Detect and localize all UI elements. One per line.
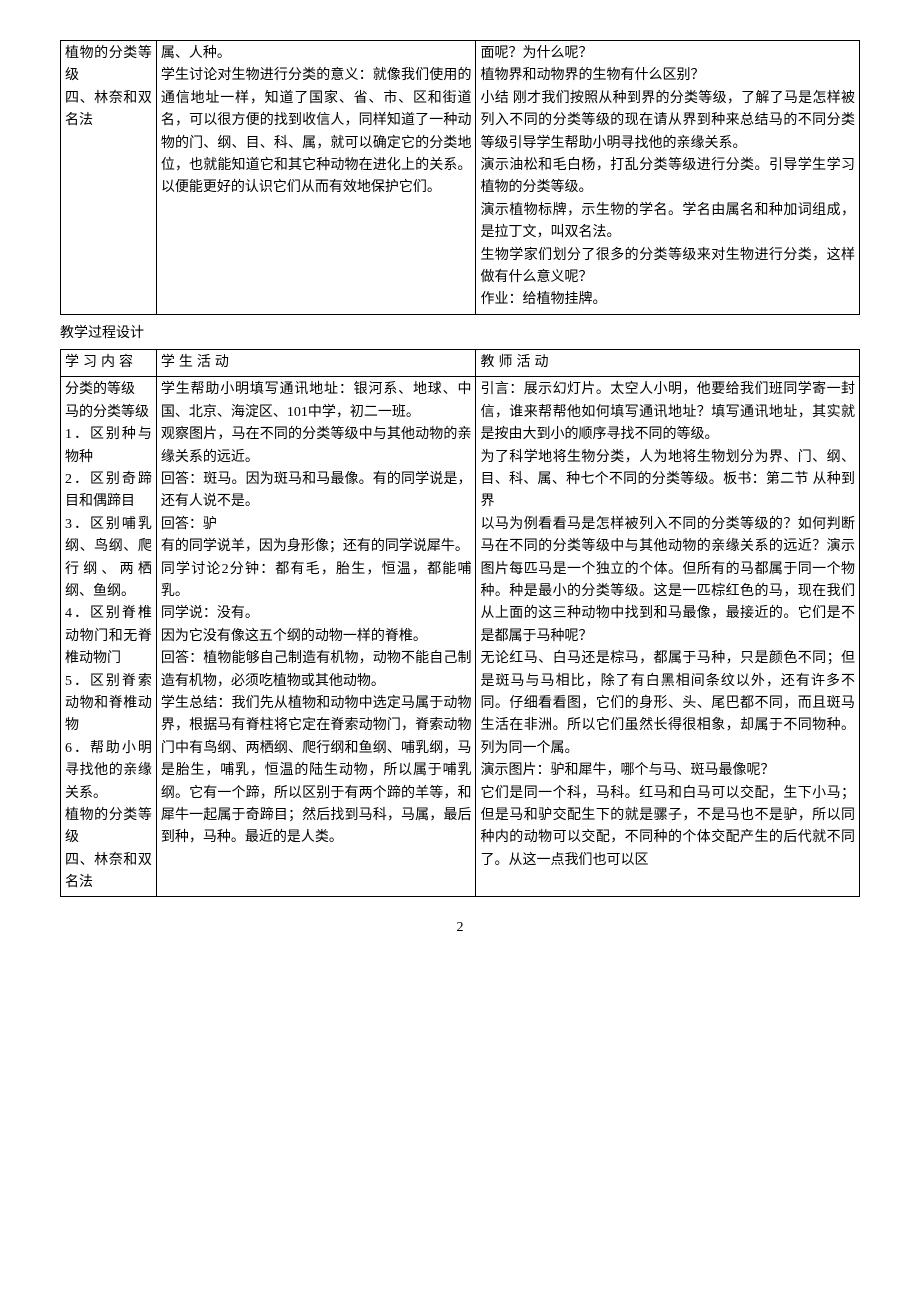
table-cell: 植物的分类等级四、林奈和双名法 [61,41,157,315]
table-row: 分类的等级马的分类等级1．区别种与物种2．区别奇蹄目和偶蹄目3．区别哺乳纲、鸟纲… [61,377,860,897]
page-number: 2 [60,917,860,939]
table-cell: 分类的等级马的分类等级1．区别种与物种2．区别奇蹄目和偶蹄目3．区别哺乳纲、鸟纲… [61,377,157,897]
table-cell: 学生帮助小明填写通讯地址：银河系、地球、中国、北京、海淀区、101中学，初二一班… [156,377,476,897]
table-header-cell: 学习内容 [61,350,157,377]
table-header-row: 学习内容学生活动教师活动 [61,350,860,377]
table-cell: 引言：展示幻灯片。太空人小明，他要给我们班同学寄一封信，谁来帮帮他如何填写通讯地… [476,377,860,897]
table-row: 植物的分类等级四、林奈和双名法属、人种。学生讨论对生物进行分类的意义：就像我们使… [61,41,860,315]
table-1: 植物的分类等级四、林奈和双名法属、人种。学生讨论对生物进行分类的意义：就像我们使… [60,40,860,315]
table-cell: 面呢？为什么呢？植物界和动物界的生物有什么区别？小结 刚才我们按照从种到界的分类… [476,41,860,315]
table-header-cell: 教师活动 [476,350,860,377]
table-header-cell: 学生活动 [156,350,476,377]
section-heading: 教学过程设计 [60,323,860,345]
table-2: 学习内容学生活动教师活动分类的等级马的分类等级1．区别种与物种2．区别奇蹄目和偶… [60,349,860,897]
table-cell: 属、人种。学生讨论对生物进行分类的意义：就像我们使用的通信地址一样，知道了国家、… [156,41,476,315]
